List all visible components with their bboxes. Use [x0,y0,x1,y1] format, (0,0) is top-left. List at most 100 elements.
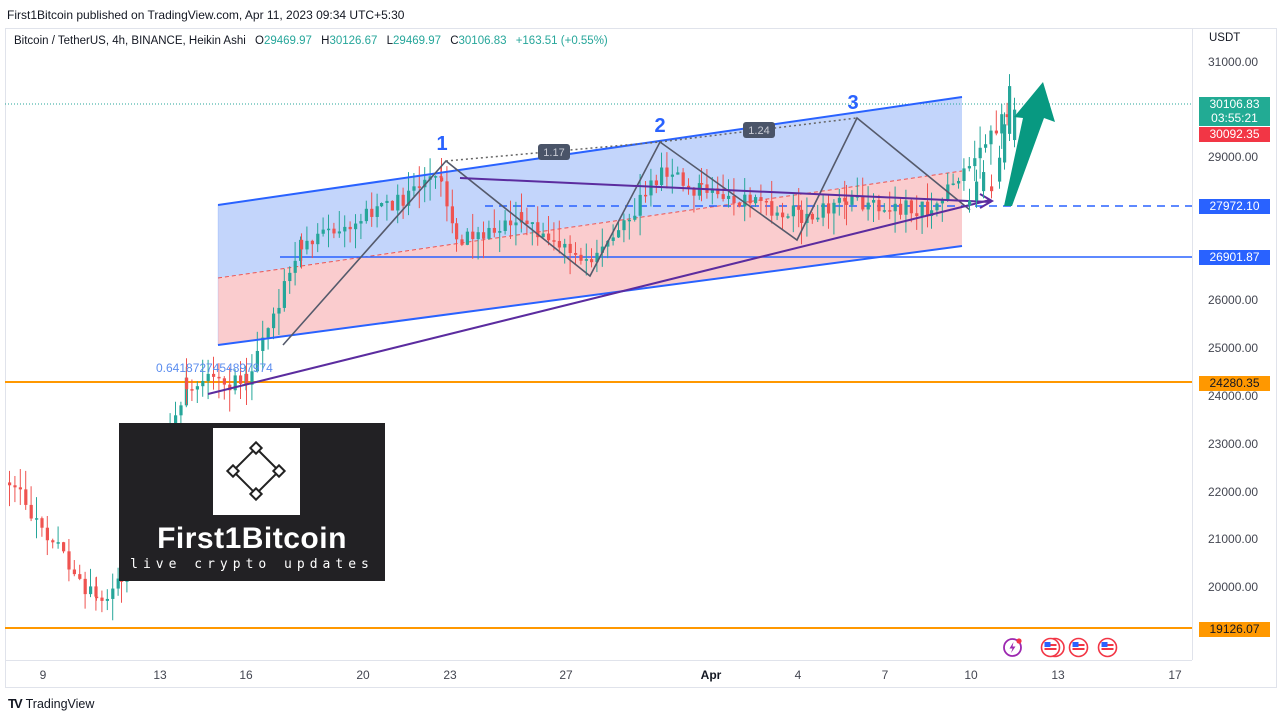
candle-body [845,201,849,205]
candle-body [627,219,631,222]
candle-body [866,202,870,210]
candle-body [337,231,341,234]
candle-body [536,222,540,238]
time-tick: 17 [1168,668,1182,682]
candle-body [791,205,795,217]
candle-body [989,130,993,145]
candle-body [327,228,331,231]
candle-body [727,195,731,199]
candle-body [83,578,87,595]
price-tick: 21000.00 [1208,532,1259,546]
candle-body [525,220,529,225]
candle-body [994,130,998,134]
candle-body [882,210,886,212]
chart-frame [5,28,1277,688]
candle-body [78,574,82,579]
candle-body [62,542,66,552]
triangle-upper-line [459,177,991,203]
candle-body [877,200,881,212]
candle-body [89,586,93,595]
candle-body [649,180,653,196]
us-flag-event-icon[interactable] [1068,637,1089,658]
candle-body [116,578,120,589]
candle-body [1008,86,1012,134]
candle-body [460,239,464,245]
candle-body [29,504,33,519]
candle-body [354,223,358,230]
candle-body [552,240,556,242]
candle-body [557,240,561,248]
watermark-subtitle: live crypto updates [130,557,374,572]
symbol-description: Bitcoin / TetherUS, 4h, BINANCE, Heikin … [14,35,246,47]
candle-body [51,540,55,543]
candle-body [716,188,720,195]
time-axis[interactable] [5,660,1192,688]
candle-body [786,216,790,218]
candle-body [305,240,309,250]
candle-body [266,328,270,338]
candle-body [498,230,502,233]
candle-body [843,197,847,202]
candle-body [509,220,513,226]
candle-body [821,203,825,218]
candle-body [332,228,336,234]
candle-body [984,144,988,148]
candle-body [1000,114,1004,134]
candle-body [800,209,804,224]
candle-body [660,167,664,186]
prev-close-tag: 30092.35 [1199,127,1270,142]
candle-body [904,200,908,215]
candle-body [563,243,567,248]
candle-body [321,229,325,234]
candle-body [503,220,507,231]
price-axis[interactable] [1192,28,1277,660]
candle-body [579,254,583,261]
candle-body [899,203,903,215]
candle-body [222,378,226,385]
us-flag-event-icon[interactable] [1097,637,1118,658]
candle-body [888,210,892,212]
us-flag-event-icon[interactable] [1040,637,1065,658]
time-tick: 13 [1051,668,1065,682]
candle-body [915,213,919,216]
close-key: C [450,35,459,47]
candle-body [24,489,28,505]
candle-body [299,239,303,261]
candle-body [179,405,183,416]
candle-body [401,194,405,206]
candle-body [520,212,524,221]
candle-body [412,186,416,191]
candle-body [810,213,814,220]
candle-body [272,313,276,329]
candle-body [380,203,384,207]
candle-body [445,181,449,207]
candle-body [595,252,599,263]
symbol-legend: Bitcoin / TetherUS, 4h, BINANCE, Heikin … [14,35,608,47]
candle-body [343,226,347,232]
candle-body [233,375,237,391]
lightning-event-icon[interactable] [1002,637,1023,658]
candle-body [748,194,752,204]
diamond-logo-box [213,428,300,515]
candle-body [574,253,578,255]
candle-body [670,174,674,177]
ratio-badge-label: 1.24 [748,125,769,137]
time-tick: 20 [356,668,370,682]
candle-body [72,569,76,575]
candle-body [850,196,854,205]
candle-body [217,376,221,379]
candle-body [951,183,955,185]
ratio-dotted-line [659,117,858,143]
channel-lower-line [217,245,963,346]
time-tick: 4 [794,668,802,682]
change-value: +163.51 (+0.55%) [515,35,608,47]
candle-body [245,373,249,385]
candle-body [633,215,637,220]
candle-body [982,172,986,192]
candle-body [359,221,363,224]
candle-body [975,181,979,201]
wave-label-3: 3 [847,92,858,114]
candle-body [926,201,930,217]
candle-body [681,172,685,186]
